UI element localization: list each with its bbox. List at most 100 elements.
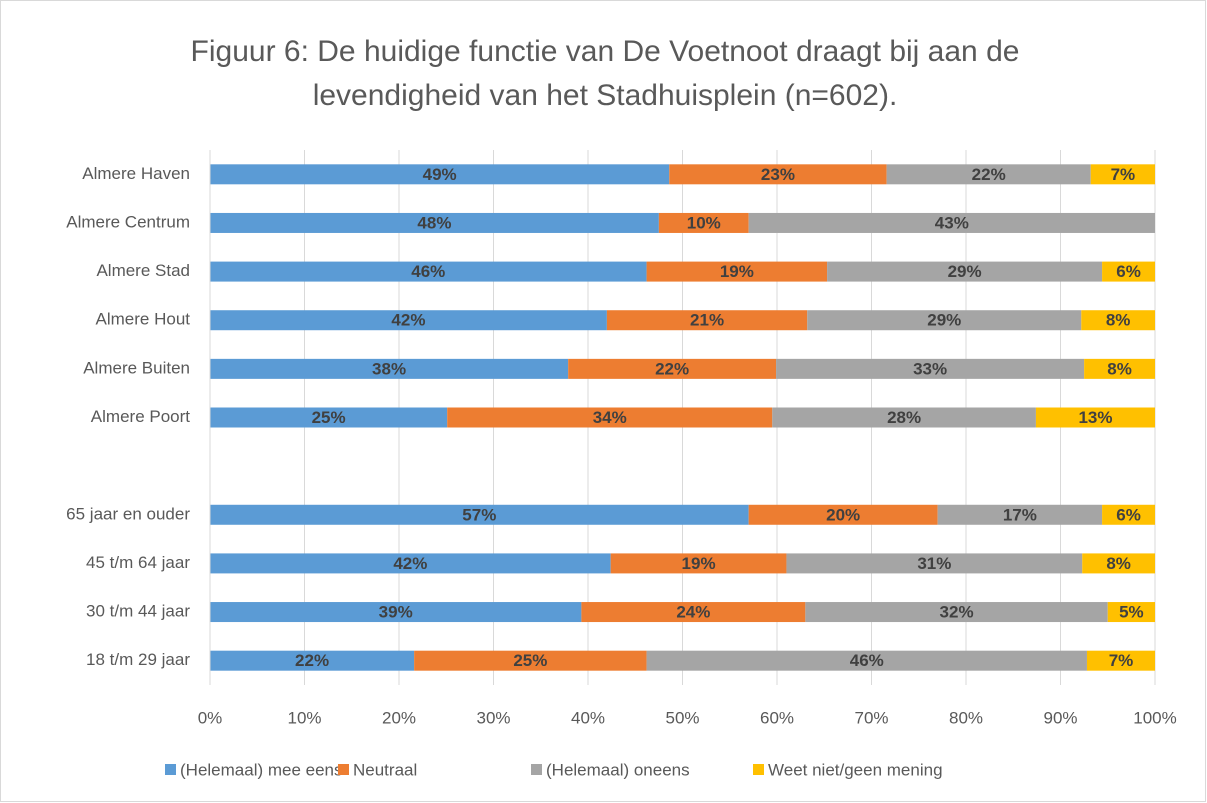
data-label: 57% [462,505,496,524]
data-label: 21% [690,311,724,330]
data-label: 17% [1003,505,1037,524]
bar-segment [827,261,1103,282]
data-label: 25% [513,651,547,670]
legend-swatch [338,764,349,775]
data-label: 33% [913,359,947,378]
bar-segment [210,650,415,671]
bar-segment [807,310,1082,331]
data-label: 22% [295,651,329,670]
bar-segment [1102,261,1155,282]
bar-segment [210,212,659,233]
bar-segment [606,310,808,331]
bar-segment [1086,650,1155,671]
data-label: 5% [1119,603,1144,622]
data-label: 13% [1078,408,1112,427]
bar-segment [669,164,887,185]
bar-segment [1084,358,1155,379]
data-label: 29% [927,311,961,330]
x-tick-label: 60% [760,708,794,727]
bar-segment [772,407,1036,428]
data-label: 24% [676,603,710,622]
data-label: 46% [850,651,884,670]
chart-title: levendigheid van het Stadhuisplein (n=60… [313,79,898,112]
data-label: 7% [1109,651,1134,670]
legend-swatch [753,764,764,775]
bar-segment [646,261,828,282]
data-label: 39% [379,603,413,622]
bar-segment [805,602,1108,623]
bar-segment [210,407,448,428]
x-tick-label: 100% [1133,708,1176,727]
bar-segment [210,602,582,623]
x-tick-label: 0% [198,708,223,727]
y-tick-label: 65 jaar en ouder [66,504,190,523]
bar-segment [1082,553,1155,574]
bar-segment [748,504,938,525]
bar-segment [937,504,1103,525]
data-label: 46% [411,262,445,281]
y-tick-label: Almere Haven [82,164,190,183]
y-tick-label: Almere Poort [91,407,190,426]
bar-segment [414,650,647,671]
data-label: 32% [940,603,974,622]
legend-label: (Helemaal) mee eens [180,760,343,779]
bar-segment [1081,310,1155,331]
x-tick-label: 20% [382,708,416,727]
bar-segment [886,164,1091,185]
y-tick-label: 18 t/m 29 jaar [86,650,190,669]
legend-swatch [165,764,176,775]
bar-segment [210,310,607,331]
data-label: 6% [1116,262,1141,281]
data-label: 48% [417,213,451,232]
data-label: 42% [393,554,427,573]
legend-label: Weet niet/geen mening [768,760,943,779]
data-label: 20% [826,505,860,524]
y-tick-label: Almere Stad [96,261,190,280]
bar-segment [210,164,670,185]
bar-segment [210,261,647,282]
bar-segment [210,504,749,525]
bar-segment [1090,164,1155,185]
y-tick-label: 45 t/m 64 jaar [86,553,190,572]
data-label: 10% [687,213,721,232]
x-tick-label: 80% [949,708,983,727]
data-label: 8% [1106,554,1131,573]
data-label: 7% [1111,165,1136,184]
legend-label: (Helemaal) oneens [546,760,690,779]
data-label: 8% [1107,359,1132,378]
data-label: 31% [917,554,951,573]
data-label: 34% [593,408,627,427]
bar-segment [1035,407,1155,428]
legend-swatch [531,764,542,775]
bar-segment [568,358,777,379]
x-tick-label: 90% [1043,708,1077,727]
y-tick-label: 30 t/m 44 jaar [86,602,190,621]
x-tick-label: 70% [854,708,888,727]
bar-segment [1102,504,1155,525]
data-label: 43% [935,213,969,232]
data-label: 19% [682,554,716,573]
chart-title: Figuur 6: De huidige functie van De Voet… [191,35,1020,68]
x-tick-label: 10% [287,708,321,727]
data-label: 29% [948,262,982,281]
data-label: 8% [1106,311,1131,330]
bar-segment [1107,602,1155,623]
data-label: 19% [720,262,754,281]
data-label: 22% [655,359,689,378]
data-label: 25% [312,408,346,427]
bar-segment [581,602,806,623]
bar-segment [786,553,1083,574]
data-label: 42% [391,311,425,330]
data-label: 23% [761,165,795,184]
bar-segment [210,358,569,379]
legend-label: Neutraal [353,760,417,779]
data-label: 22% [972,165,1006,184]
data-label: 28% [887,408,921,427]
bar-segment [776,358,1085,379]
data-label: 38% [372,359,406,378]
bar-segment [748,212,1155,233]
bar-segment [210,553,611,574]
x-tick-label: 40% [571,708,605,727]
